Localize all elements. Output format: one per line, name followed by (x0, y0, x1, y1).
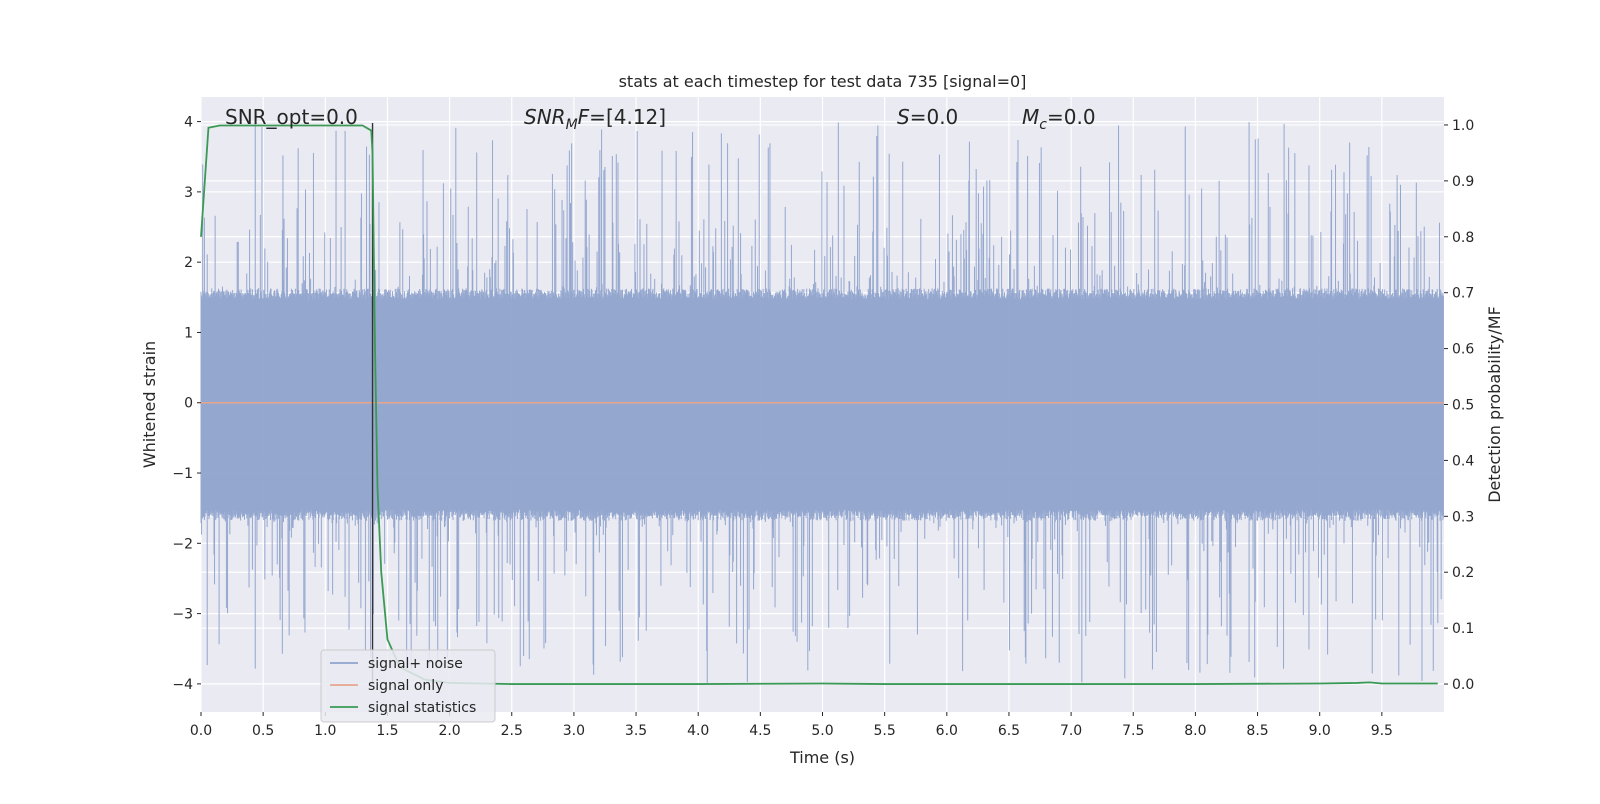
legend: signal+ noise signal only signal statist… (320, 649, 496, 723)
x-tick-label: 5.0 (811, 723, 833, 739)
y-axis-right-label: Detection probability/MF (1485, 306, 1504, 503)
x-tick-label: 9.0 (1309, 723, 1331, 739)
y-left-tick-label: −1 (172, 466, 193, 482)
x-tick-label: 3.5 (625, 723, 647, 739)
x-tick-label: 4.0 (687, 723, 709, 739)
x-tick-label: 2.5 (501, 723, 523, 739)
annotation-s: S=0.0 (897, 105, 958, 129)
x-tick-label: 8.5 (1246, 723, 1268, 739)
annotation-snr-mf: SNRMF=[4.12] (524, 105, 666, 133)
y-right-tick-label: 0.7 (1452, 286, 1474, 302)
x-tick-label: 0.0 (190, 723, 212, 739)
y-right-tick-label: 0.0 (1452, 677, 1474, 693)
legend-box (320, 649, 496, 723)
annotation-snr-opt: SNR_opt=0.0 (225, 105, 358, 129)
y-right-tick-label: 0.8 (1452, 230, 1474, 246)
annotation-mc: Mc=0.0 (1022, 105, 1096, 133)
annotation-mc-value: 0.0 (1064, 105, 1096, 129)
annotation-snr-mf-value: [4.12] (606, 105, 666, 129)
legend-label-signal-noise: signal+ noise (368, 656, 463, 672)
x-tick-label: 7.5 (1122, 723, 1144, 739)
x-tick-label: 6.0 (936, 723, 958, 739)
x-tick-label: 1.0 (314, 723, 336, 739)
legend-label-signal-statistics: signal statistics (368, 700, 476, 716)
x-tick-label: 2.0 (438, 723, 460, 739)
y-right-tick-label: 0.6 (1452, 342, 1474, 358)
legend-label-signal-only: signal only (368, 678, 443, 694)
y-right-tick-label: 0.9 (1452, 174, 1474, 190)
x-tick-label: 3.0 (563, 723, 585, 739)
x-tick-label: 0.5 (252, 723, 274, 739)
x-tick-label: 1.5 (376, 723, 398, 739)
y-left-tick-label: 4 (184, 115, 193, 131)
y-left-tick-label: −2 (172, 536, 193, 552)
y-right-tick-label: 1.0 (1452, 118, 1474, 134)
y-left-tick-label: 1 (184, 325, 193, 341)
x-tick-label: 6.5 (998, 723, 1020, 739)
y-left-tick-label: 0 (184, 396, 193, 412)
annotation-s-value: 0.0 (926, 105, 958, 129)
ticks: 0.0 0.5 1.0 1.5 2.0 2.5 3.0 3.5 4.0 4.5 5.0 5.5 6.0 6… (172, 115, 1474, 739)
y-left-tick-label: 2 (184, 255, 193, 271)
x-tick-label: 8.0 (1184, 723, 1206, 739)
chart-title: stats at each timestep for test data 735… (619, 72, 1027, 91)
y-left-tick-label: −3 (172, 607, 193, 623)
y-right-tick-label: 0.1 (1452, 621, 1474, 637)
y-left-tick-label: 3 (184, 185, 193, 201)
y-left-tick-label: −4 (172, 677, 193, 693)
x-tick-label: 5.5 (874, 723, 896, 739)
y-right-tick-label: 0.2 (1452, 565, 1474, 581)
y-right-tick-label: 0.5 (1452, 398, 1474, 414)
x-axis-label: Time (s) (789, 748, 855, 767)
y-right-tick-label: 0.4 (1452, 453, 1474, 469)
y-axis-left-label: Whitened strain (140, 341, 159, 468)
x-tick-label: 9.5 (1371, 723, 1393, 739)
x-tick-label: 4.5 (749, 723, 771, 739)
y-right-tick-label: 0.3 (1452, 509, 1474, 525)
x-tick-label: 7.0 (1060, 723, 1082, 739)
